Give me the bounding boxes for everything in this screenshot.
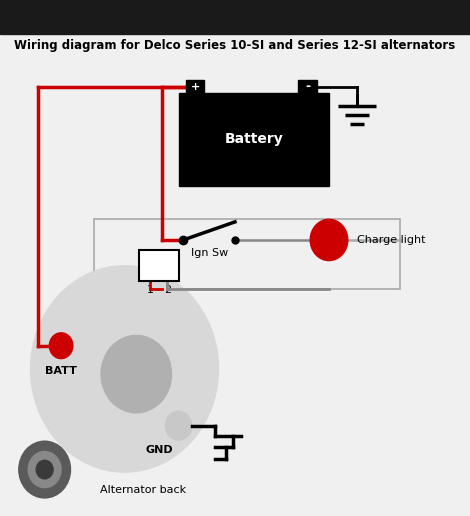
- Bar: [186, 80, 204, 93]
- Text: Charge light: Charge light: [357, 235, 426, 245]
- Circle shape: [310, 219, 348, 261]
- Bar: [179, 93, 329, 186]
- Text: GND: GND: [146, 445, 173, 455]
- Bar: [298, 80, 317, 93]
- Text: Battery: Battery: [225, 132, 283, 147]
- Bar: [0, 0, 470, 34]
- Bar: [94, 219, 399, 289]
- Circle shape: [36, 460, 53, 479]
- Circle shape: [28, 452, 61, 488]
- Circle shape: [101, 335, 172, 413]
- Text: Ign Sw: Ign Sw: [190, 248, 228, 257]
- Text: Alternator back: Alternator back: [100, 485, 187, 495]
- Circle shape: [49, 333, 73, 359]
- Text: BATT: BATT: [45, 366, 77, 376]
- Circle shape: [19, 441, 70, 498]
- Text: 1: 1: [146, 285, 153, 295]
- Text: 2: 2: [164, 285, 171, 295]
- Circle shape: [31, 266, 219, 472]
- Text: +: +: [190, 82, 200, 92]
- Text: Wiring diagram for Delco Series 10-SI and Series 12-SI alternators: Wiring diagram for Delco Series 10-SI an…: [15, 39, 455, 52]
- Bar: [139, 250, 179, 281]
- Circle shape: [165, 411, 192, 440]
- Text: -: -: [306, 80, 310, 93]
